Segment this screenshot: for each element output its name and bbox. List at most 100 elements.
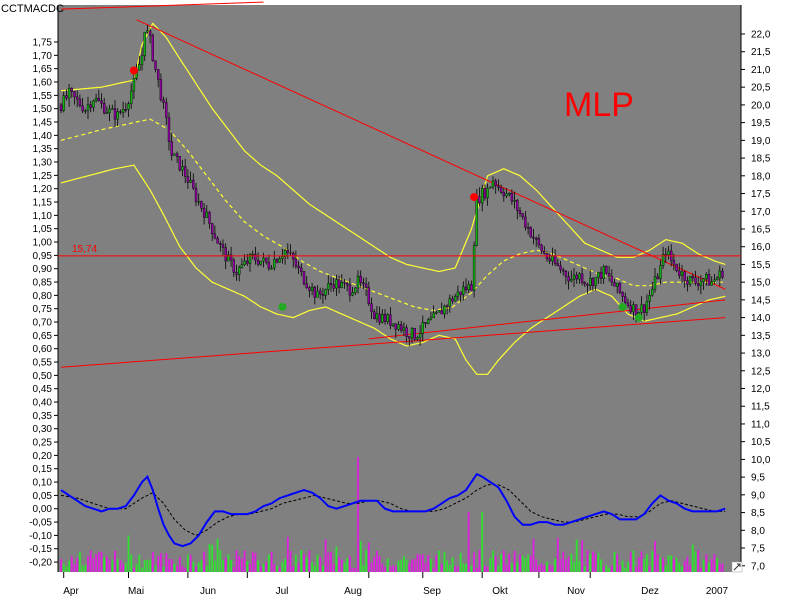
candle — [300, 263, 303, 277]
volume-bar — [135, 564, 138, 572]
candle-body — [348, 284, 352, 296]
candle — [313, 285, 316, 305]
candle — [175, 151, 179, 163]
candle — [416, 335, 419, 341]
candle — [121, 101, 125, 118]
right-tick-label: 8,5 — [751, 508, 765, 519]
volume-bar — [432, 567, 435, 572]
candle-body — [556, 263, 559, 266]
candle-body — [84, 110, 87, 112]
candle — [70, 87, 74, 98]
candle-body — [375, 313, 379, 320]
volume-bar — [513, 550, 516, 572]
volume-bar — [200, 560, 203, 572]
candle-body — [564, 270, 568, 277]
candle — [289, 244, 292, 256]
candle-body — [562, 269, 565, 272]
candle-body — [337, 279, 341, 288]
volume-bar — [710, 559, 713, 572]
right-tick-label: 16,0 — [751, 242, 771, 253]
volume-bar — [79, 552, 81, 572]
candle-body — [194, 187, 198, 202]
volume-bar — [465, 563, 467, 572]
candle-body — [75, 96, 79, 100]
volume-bar — [241, 558, 243, 572]
left-tick-label: 0,30 — [33, 424, 53, 435]
volume-bar — [516, 562, 519, 572]
candle — [429, 311, 433, 321]
candle-body — [197, 200, 200, 203]
volume-bar — [62, 563, 65, 572]
candle-body — [710, 281, 713, 286]
indicator-label-box — [0, 0, 56, 16]
bollinger-lower-band — [60, 164, 726, 375]
candle — [610, 269, 613, 287]
candle — [108, 104, 111, 122]
candle-body — [143, 31, 146, 56]
candle-body — [643, 304, 646, 313]
volume-bar — [713, 554, 716, 572]
volume-bar — [249, 563, 251, 572]
candle-body — [113, 108, 117, 120]
candle — [413, 327, 416, 342]
volume-bar — [238, 555, 241, 572]
candle — [462, 281, 465, 301]
candle-body — [402, 327, 406, 331]
volume-bar — [68, 560, 70, 572]
candle — [529, 226, 532, 239]
candle-body — [378, 313, 381, 323]
candle-body — [351, 292, 354, 296]
candle — [456, 285, 460, 301]
candle-body — [181, 166, 184, 171]
candle-body — [302, 271, 306, 285]
volume-bar — [76, 557, 79, 572]
volume-bar — [181, 566, 184, 572]
candles — [59, 25, 724, 346]
volume-bar — [667, 555, 670, 572]
candle — [659, 260, 662, 285]
volume-bar — [327, 552, 330, 572]
candle — [402, 322, 406, 337]
left-tick-label: 0,15 — [33, 464, 53, 475]
right-tick-label: 8,0 — [751, 526, 765, 537]
month-label: Okt — [492, 586, 508, 597]
candle-body — [680, 271, 684, 276]
candle — [351, 286, 354, 297]
candle-body — [121, 109, 125, 113]
volume-bar — [284, 559, 286, 572]
candle — [178, 156, 182, 172]
candle — [524, 210, 527, 231]
candle-body — [286, 249, 289, 253]
candle — [694, 270, 697, 286]
candle — [65, 89, 68, 101]
volume-bar — [438, 550, 440, 572]
candle-body — [597, 272, 600, 278]
volume-bar — [376, 550, 378, 572]
volume-bar — [143, 560, 146, 572]
candle-body — [246, 260, 249, 264]
volume-bar — [103, 557, 106, 572]
corner-button[interactable] — [731, 561, 743, 573]
candle-body — [405, 327, 408, 337]
volume-bar — [319, 557, 322, 572]
volume-bar — [89, 550, 92, 572]
volume-bar — [673, 558, 675, 572]
candle — [489, 186, 492, 189]
candle — [478, 187, 481, 206]
volume-bar — [346, 557, 349, 572]
candle — [162, 96, 165, 109]
candle — [354, 286, 357, 296]
candle-body — [553, 255, 557, 264]
volume-bar — [540, 563, 543, 572]
volume-bar — [640, 551, 643, 572]
volume-bar — [332, 563, 335, 572]
volume-bar — [511, 563, 513, 572]
candle-body — [497, 185, 500, 188]
candle — [640, 296, 643, 316]
candle-body — [313, 287, 316, 298]
candle-body — [483, 187, 487, 199]
volume-bar — [278, 567, 281, 572]
candle-body — [70, 88, 74, 92]
month-label: Nov — [567, 586, 585, 597]
candle-body — [659, 265, 662, 280]
